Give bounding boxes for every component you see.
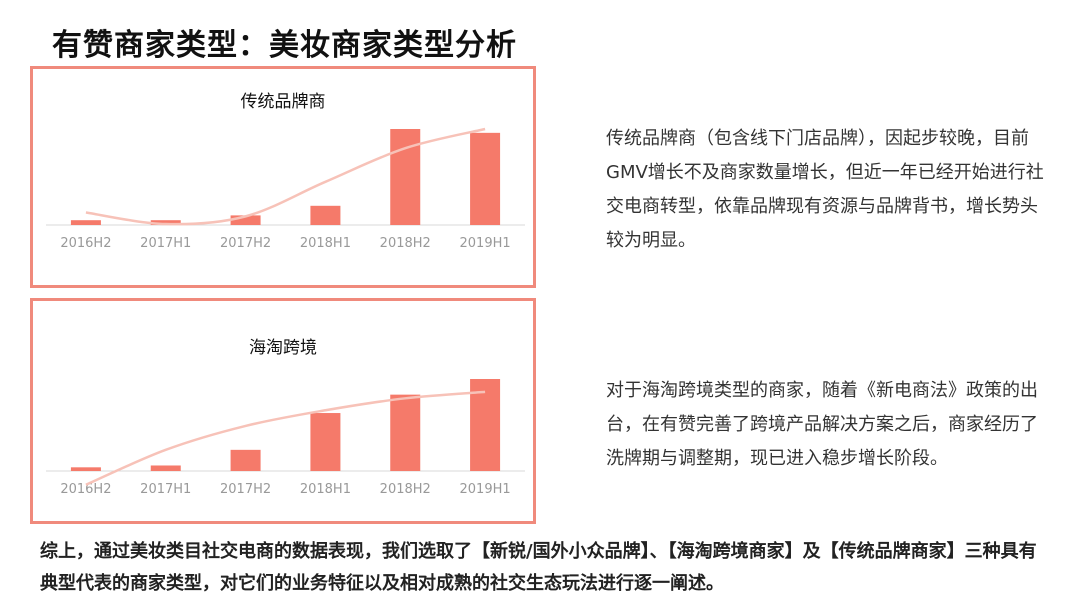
description-cross-border: 对于海淘跨境类型的商家，随着《新电商法》政策的出台，在有赞完善了跨境产品解决方案… xyxy=(606,380,1038,469)
x-tick-label: 2019H1 xyxy=(460,482,511,497)
bar xyxy=(470,132,501,225)
bar xyxy=(70,467,101,471)
x-tick-label: 2017H1 xyxy=(140,482,191,497)
x-tick-label: 2016H2 xyxy=(60,482,111,497)
bar-chart-cross-border: 2016H2 2017H1 2017H2 2018H1 2018H2 2019H1 xyxy=(46,379,525,497)
chart-panel-traditional-brand: 传统品牌商 2016H2 2017H1 2017H2 2018H1 2018H2 2019… xyxy=(30,66,536,288)
chart-title: 传统品牌商 xyxy=(240,92,326,112)
x-tick-label: 2019H1 xyxy=(460,236,511,251)
description-traditional-brand: 传统品牌商（包含线下门店品牌），因起步较晚，目前GMV增长不及商家数量增长，但近… xyxy=(606,128,1044,251)
x-tick-label: 2018H2 xyxy=(380,482,431,497)
bar xyxy=(470,379,501,471)
chart-title: 海淘跨境 xyxy=(249,338,317,358)
x-tick-label: 2017H1 xyxy=(140,236,191,251)
bar xyxy=(230,449,261,471)
chart-panel-cross-border: 海淘跨境 2016H2 2017H1 2017H2 2018H1 2018H2 2019H… xyxy=(30,298,536,524)
bar xyxy=(230,215,261,225)
summary-text: 综上，通过美妆类目社交电商的数据表现，我们选取了【新锐/国外小众品牌】、【海淘跨… xyxy=(40,541,1037,594)
bar xyxy=(390,129,421,225)
trend-line xyxy=(85,127,486,226)
x-tick-label: 2018H1 xyxy=(300,236,351,251)
page-title: 有赞商家类型：美妆商家类型分析 xyxy=(52,28,517,63)
bar-chart-traditional-brand: 2016H2 2017H1 2017H2 2018H1 2018H2 2019H1 xyxy=(46,127,525,251)
bar xyxy=(70,220,101,225)
trend-line xyxy=(85,390,486,486)
bar xyxy=(310,205,341,225)
x-tick-label: 2018H1 xyxy=(300,482,351,497)
bar xyxy=(390,394,421,471)
x-tick-label: 2016H2 xyxy=(60,236,111,251)
bar xyxy=(310,413,341,471)
x-tick-label: 2018H2 xyxy=(380,236,431,251)
bar xyxy=(150,465,181,471)
bar xyxy=(150,220,181,225)
x-tick-label: 2017H2 xyxy=(220,236,271,251)
x-tick-label: 2017H2 xyxy=(220,482,271,497)
